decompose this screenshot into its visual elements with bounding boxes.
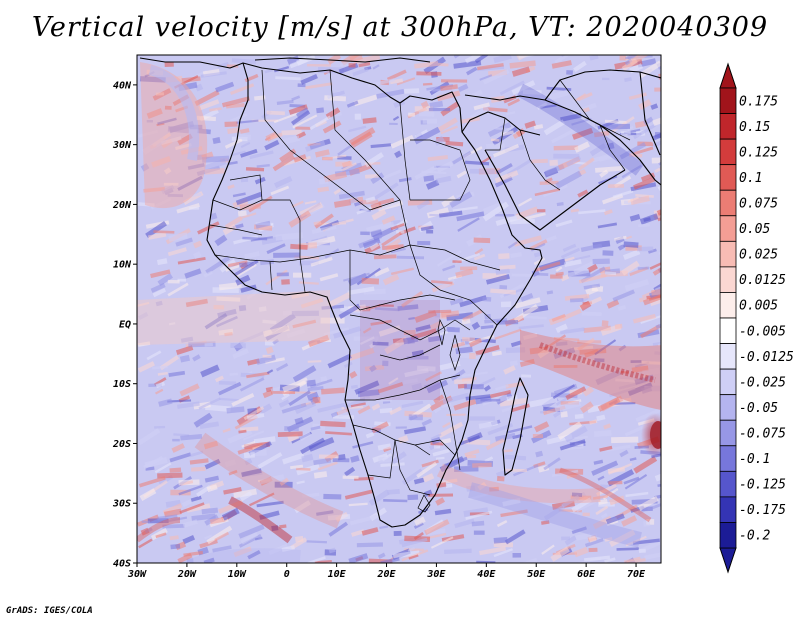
colorbar-label: 0.125	[739, 145, 778, 160]
lat-tick-label: 10N	[113, 260, 132, 271]
lon-tick-label: 30W	[127, 569, 147, 580]
colorbar-label: -0.005	[739, 324, 786, 339]
lat-tick-label: 40S	[113, 559, 131, 570]
colorbar: 0.175 0.15 0.125 0.1 0.075 0.05 0.025 0.0125 0.0…	[719, 62, 794, 574]
colorbar-label: 0.075	[739, 197, 778, 212]
colorbar-swatch	[719, 113, 737, 140]
field-speckle	[137, 55, 661, 563]
lon-tick-label: 10E	[328, 569, 347, 580]
colorbar-swatch	[719, 368, 737, 396]
lon-tick-label: 10W	[228, 569, 247, 580]
colorbar-swatch	[719, 138, 737, 166]
lat-tick-label: 30S	[112, 499, 131, 510]
colorbar-label: -0.125	[739, 478, 786, 493]
lon-tick-label: 20E	[376, 569, 396, 580]
colorbar-swatch	[719, 317, 737, 344]
axis-ticks: 30W 20W 10W 0 10E 20E 30E 40E 50E 60E 70E 40N 30N 20N…	[112, 80, 646, 580]
colorbar-swatch	[719, 266, 737, 293]
colorbar-swatch	[719, 240, 737, 268]
colorbar-swatch	[719, 292, 737, 319]
colorbar-label: -0.1	[739, 452, 770, 467]
colorbar-swatch	[719, 445, 737, 472]
velocity-field	[137, 55, 661, 563]
colorbar-swatch	[719, 343, 737, 370]
colorbar-label: 0.175	[739, 94, 778, 109]
colorbar-swatch	[719, 419, 737, 447]
lat-tick-label: 30N	[112, 140, 132, 151]
lon-tick-label: 50E	[527, 569, 546, 580]
map-title: Vertical velocity [m/s] at 300hPa, VT: 2…	[31, 12, 769, 43]
colorbar-label: -0.0125	[739, 350, 794, 365]
country-borders	[209, 69, 631, 513]
colorbar-swatch	[719, 394, 737, 421]
lon-tick-label: 0	[284, 569, 290, 580]
lon-tick-label: 40E	[477, 569, 496, 580]
lat-tick-label: 40N	[113, 80, 132, 91]
colorbar-swatch	[719, 470, 737, 498]
colorbar-label: 0.025	[739, 248, 778, 263]
lat-tick-label: EQ	[119, 319, 131, 330]
colorbar-label: 0.1	[739, 171, 762, 186]
colorbar-swatch	[719, 189, 737, 217]
colorbar-top-arrow	[719, 62, 737, 89]
colorbar-label: 0.0125	[739, 273, 786, 288]
colorbar-swatch	[719, 496, 737, 523]
colorbar-swatch	[719, 164, 737, 191]
lon-tick-label: 30E	[426, 569, 446, 580]
colorbar-label: -0.05	[739, 401, 778, 416]
grads-credit: GrADS: IGES/COLA	[6, 606, 93, 616]
plot-frame	[136, 54, 662, 564]
lat-tick-label: 20S	[112, 439, 131, 450]
colorbar-label: -0.2	[739, 529, 770, 544]
lat-tick-label: 20N	[112, 200, 132, 211]
colorbar-swatch	[719, 215, 737, 242]
colorbar-label: -0.075	[739, 427, 786, 442]
lat-tick-label: 10S	[113, 379, 131, 390]
field-features	[137, 62, 661, 563]
colorbar-label: -0.175	[739, 503, 786, 518]
colorbar-swatch	[719, 87, 737, 114]
colorbar-label: -0.025	[739, 375, 786, 390]
lon-tick-label: 20W	[177, 569, 197, 580]
colorbar-bottom-arrow	[719, 547, 737, 574]
colorbar-label: 0.005	[739, 299, 778, 314]
colorbar-swatch	[719, 522, 737, 549]
colorbar-label: 0.15	[739, 120, 770, 135]
lon-tick-label: 70E	[627, 569, 646, 580]
colorbar-label: 0.05	[739, 222, 770, 237]
lon-tick-label: 60E	[577, 569, 596, 580]
